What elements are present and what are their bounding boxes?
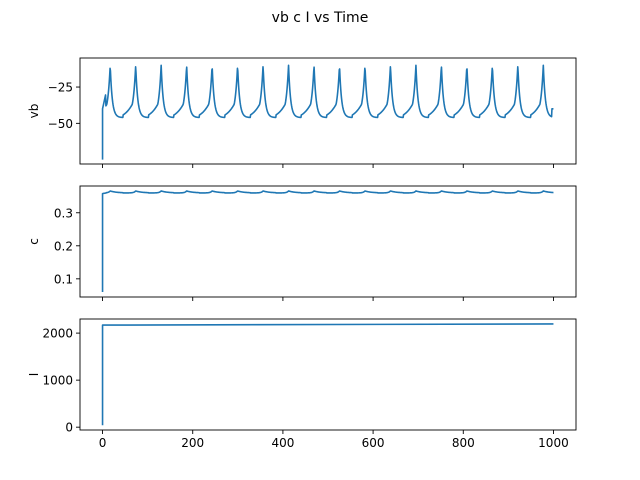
x-tick-label: 200 bbox=[181, 436, 204, 450]
x-tick-label: 0 bbox=[99, 436, 107, 450]
y-tick-label: 2000 bbox=[42, 327, 73, 341]
y-tick-label: 0 bbox=[65, 421, 73, 435]
x-tick-label: 400 bbox=[271, 436, 294, 450]
axes-frame bbox=[79, 57, 577, 165]
y-axis-label: vb bbox=[27, 104, 41, 119]
axes-frame bbox=[79, 318, 577, 431]
series-line-vb bbox=[101, 64, 554, 160]
x-tick-label: 600 bbox=[362, 436, 385, 450]
y-tick-label: 0.1 bbox=[54, 272, 73, 286]
y-tick-label: −50 bbox=[48, 117, 73, 131]
series-line-c bbox=[101, 190, 554, 293]
y-tick-label: 0.3 bbox=[54, 206, 73, 220]
y-tick-label: −25 bbox=[48, 81, 73, 95]
y-tick-label: 1000 bbox=[42, 374, 73, 388]
subplot-I: 0 200 400 600 800 1000 0 1000 2000 I bbox=[27, 318, 577, 450]
subplot-c: 0.1 0.2 0.3 c bbox=[27, 185, 577, 301]
axes-frame bbox=[79, 185, 577, 298]
subplot-vb: −50 −25 vb bbox=[27, 57, 577, 168]
y-axis-label: I bbox=[27, 373, 41, 377]
series-line-I bbox=[101, 323, 554, 426]
x-tick-label: 1000 bbox=[538, 436, 569, 450]
y-axis-label: c bbox=[27, 238, 41, 245]
x-tick-label: 800 bbox=[452, 436, 475, 450]
figure-title: vb c I vs Time bbox=[272, 10, 369, 26]
y-tick-label: 0.2 bbox=[54, 239, 73, 253]
